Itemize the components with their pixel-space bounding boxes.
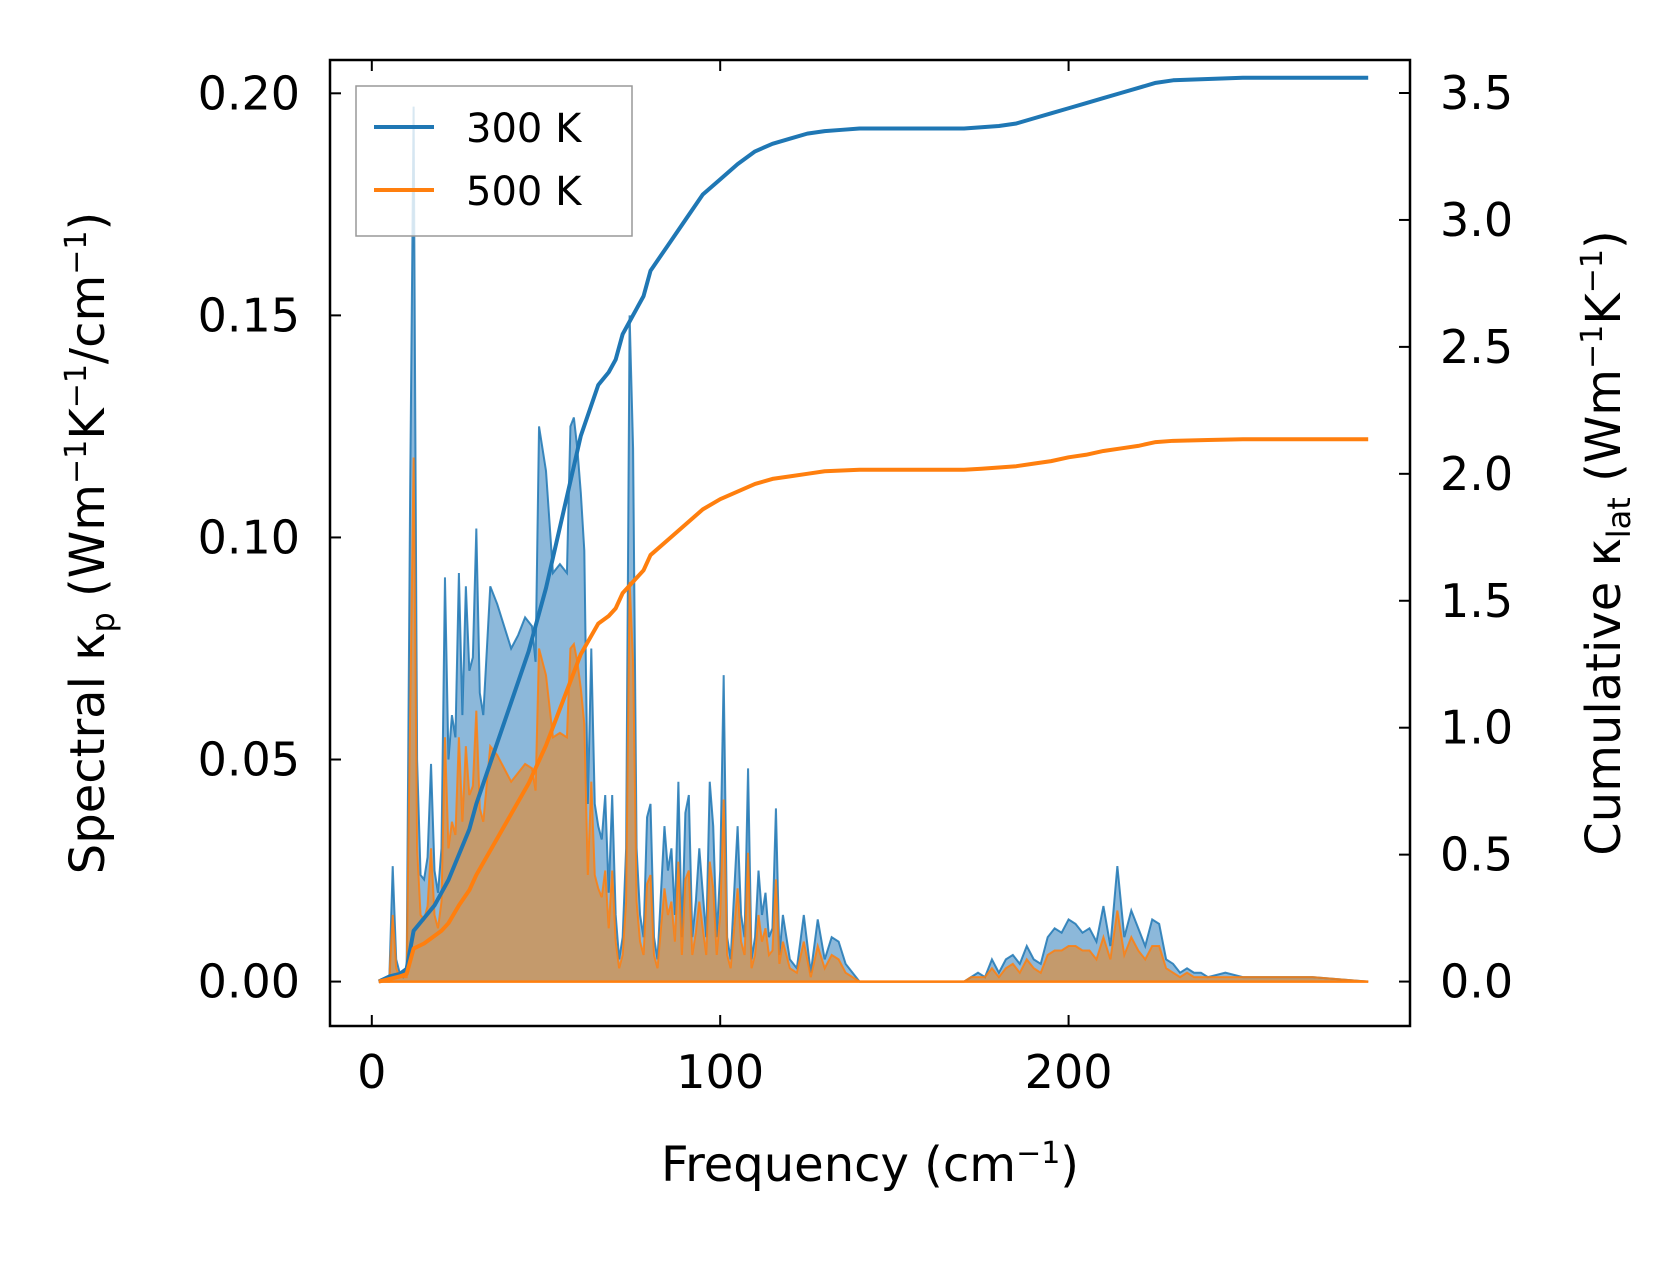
y-right-tick-label: 2.0 xyxy=(1440,447,1513,501)
x-axis-label: Frequency (cm−1) xyxy=(661,1136,1079,1193)
legend-label-500k: 500 K xyxy=(466,169,583,215)
legend-box xyxy=(355,85,633,237)
y-right-tick-label: 1.5 xyxy=(1440,574,1513,628)
x-tick-label: 100 xyxy=(676,1045,764,1099)
y-right-tick-label: 1.0 xyxy=(1440,701,1513,755)
cumulative-500k-line xyxy=(378,437,1369,984)
legend-label-300k: 300 K xyxy=(466,106,583,152)
spectral-500k-fill xyxy=(378,457,1369,982)
y-axis-left-label: Spectral κp (Wm−1K−1/cm−1) xyxy=(59,212,122,874)
series-group xyxy=(377,75,1369,984)
y-left-tick-label: 0.10 xyxy=(198,510,300,564)
y-right-tick-label: 3.5 xyxy=(1440,66,1513,120)
y-left-tick-label: 0.20 xyxy=(198,66,300,120)
y-left-tick-label: 0.05 xyxy=(198,733,300,787)
y-left-tick-label: 0.00 xyxy=(198,955,300,1009)
plot-frame xyxy=(328,58,1412,1028)
spectral-500k-line xyxy=(378,457,1369,983)
y-axis-right-label: Cumulative κlat (Wm−1K−1) xyxy=(1575,230,1638,855)
y-right-tick-label: 0.5 xyxy=(1440,828,1513,882)
y-left-tick-label: 0.15 xyxy=(198,288,300,342)
axis-ticks: 0 100 200 0.00 0.05 0.10 0.15 0.20 0.0 0.5 1.0 1.5 2… xyxy=(198,60,1513,1099)
spectral-300k-line xyxy=(378,106,1369,983)
x-tick-label: 0 xyxy=(357,1045,386,1099)
legend: 300 K 500 K xyxy=(355,85,633,237)
x-tick-label: 200 xyxy=(1025,1045,1113,1099)
cumulative-300k-line xyxy=(377,75,1369,984)
y-right-tick-label: 3.0 xyxy=(1440,193,1513,247)
y-right-tick-label: 0.0 xyxy=(1440,955,1513,1009)
plot-area xyxy=(377,75,1369,984)
y-right-tick-label: 2.5 xyxy=(1440,320,1513,374)
